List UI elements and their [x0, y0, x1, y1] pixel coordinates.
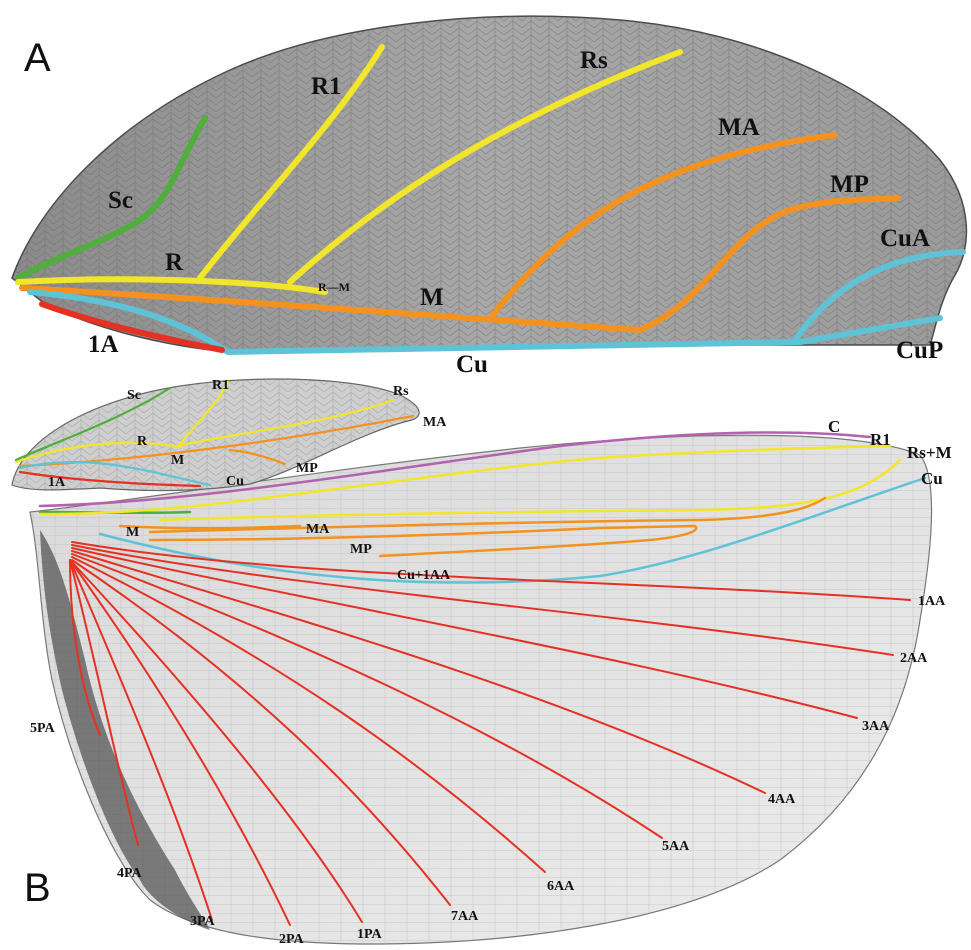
vein-b-3aa: [71, 547, 858, 719]
label-b-7aa: 7AA: [451, 909, 479, 924]
small-vein-rs: [178, 398, 395, 447]
vein-b-4pa: [69, 559, 139, 846]
vein-b-7aa: [71, 559, 451, 906]
vein-b-1aa: [71, 541, 911, 601]
label-b-c: C: [828, 417, 840, 436]
hindwing-cell-texture: [30, 435, 932, 945]
forewing-cell-texture: [12, 16, 967, 352]
small-vein-cu: [18, 460, 212, 487]
vein-b-r1: [38, 444, 892, 516]
vein-cua: [792, 249, 966, 343]
vein-sc: [15, 115, 208, 281]
vein-r1: [197, 44, 385, 281]
label-a-rm: R—M: [318, 280, 350, 294]
label-bf-m: M: [171, 453, 184, 468]
label-b-1aa: 1AA: [918, 594, 946, 609]
small-vein-mp: [228, 448, 287, 466]
panel-b-label: B: [24, 866, 51, 910]
label-a-cua: CuA: [880, 225, 930, 252]
vein-b-anterior-anal: [71, 541, 911, 906]
vein-b-3pa: [69, 559, 213, 921]
label-a-cup: CuP: [896, 337, 943, 364]
label-a-cu: Cu: [456, 351, 488, 378]
small-vein-r: [14, 441, 184, 464]
vein-b-m: [118, 524, 302, 530]
label-b-5pa: 5PA: [30, 721, 56, 736]
label-b-3aa: 3AA: [862, 719, 890, 734]
vein-b-2pa: [69, 559, 291, 926]
vein-b-posterior-anal: [69, 559, 363, 926]
label-bf-ma: MA: [423, 415, 447, 430]
vein-m: [19, 285, 643, 333]
vein-b-4aa: [71, 550, 766, 794]
label-b-m: M: [126, 525, 139, 540]
label-b-ma: MA: [306, 522, 330, 537]
panel-b-hindwing: C R1 Rs+M Cu M MA MP Cu+1AA 1AA 2AA 3AA …: [29, 417, 952, 947]
vein-b-ma: [148, 496, 827, 534]
vein-b-6aa: [71, 556, 546, 873]
label-a-sc: Sc: [108, 187, 133, 214]
small-forewing-texture: [12, 379, 420, 491]
label-a-mp: MP: [830, 171, 869, 198]
label-b-mp: MP: [350, 542, 372, 557]
label-bf-r1: R1: [212, 378, 229, 393]
label-a-rs: Rs: [580, 47, 608, 74]
vein-cup: [797, 315, 943, 345]
vein-cu: [27, 289, 803, 355]
label-b-rsm: Rs+M: [907, 443, 952, 462]
label-bf-1a: 1A: [48, 475, 66, 490]
label-bf-sc: Sc: [127, 388, 141, 403]
label-bf-r: R: [137, 434, 148, 449]
hindwing-dark-fold: [40, 530, 210, 930]
label-a-m: M: [420, 284, 444, 311]
label-b-r1: R1: [870, 430, 891, 449]
label-b-2aa: 2AA: [900, 651, 928, 666]
label-bf-mp: MP: [296, 461, 318, 476]
label-bf-rs: Rs: [393, 384, 409, 399]
label-b-1pa: 1PA: [357, 927, 383, 942]
label-a-1a: 1A: [88, 331, 119, 358]
label-b-cu1aa: Cu+1AA: [397, 568, 451, 583]
vein-b-5aa: [71, 553, 663, 839]
panel-b-forewing: Sc R1 Rs MA R M MP 1A Cu: [11, 378, 447, 492]
label-a-r1: R1: [311, 73, 342, 100]
panel-a-forewing: Sc R1 Rs MA MP CuA R R—M M 1A Cu CuP: [11, 15, 968, 378]
vein-b-2aa: [71, 544, 894, 656]
vein-r: [15, 276, 328, 295]
label-a-ma: MA: [718, 114, 760, 141]
label-bf-cu: Cu: [226, 474, 244, 489]
vein-b-1pa: [69, 559, 363, 923]
label-b-2pa: 2PA: [279, 932, 305, 947]
small-vein-1a: [18, 470, 202, 488]
label-b-4aa: 4AA: [768, 792, 796, 807]
vein-b-cu: [98, 476, 927, 584]
label-b-6aa: 6AA: [547, 879, 575, 894]
vein-1a: [39, 301, 225, 353]
vein-b-mp: [148, 524, 698, 558]
label-a-r: R: [165, 249, 184, 276]
panel-a-label: A: [24, 36, 51, 80]
label-b-5aa: 5AA: [662, 839, 690, 854]
vein-b-c: [38, 431, 872, 508]
small-vein-sc: [14, 386, 172, 462]
vein-mp: [637, 195, 901, 333]
vein-b-5pa: [69, 559, 101, 736]
vein-ma: [489, 132, 838, 319]
small-vein-r1: [176, 380, 230, 448]
vein-b-rsm: [158, 458, 902, 522]
label-b-4pa: 4PA: [117, 866, 143, 881]
vein-rs: [287, 49, 683, 285]
label-b-cu: Cu: [921, 469, 943, 488]
label-b-3pa: 3PA: [190, 914, 216, 929]
